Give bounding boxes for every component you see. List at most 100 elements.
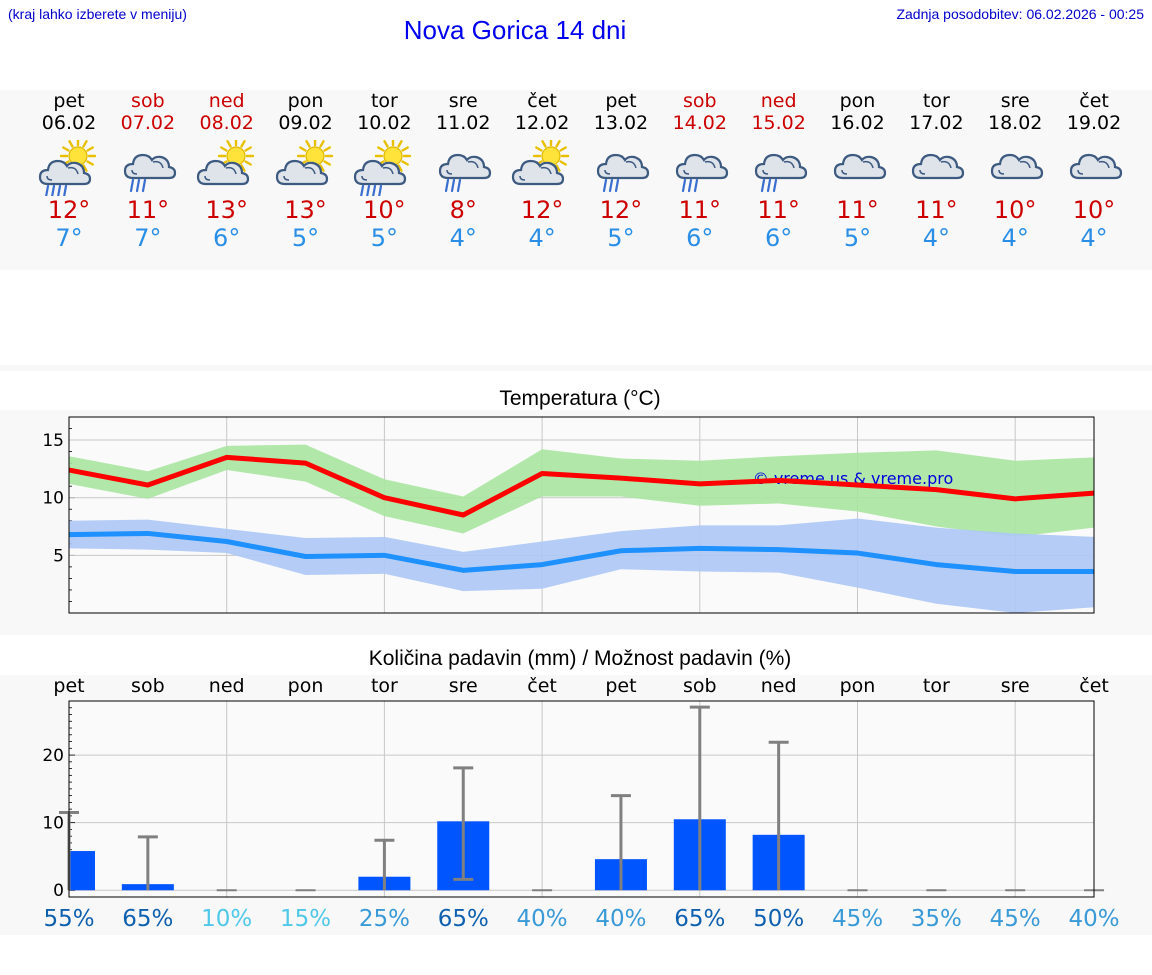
day-column: sob 14.02 11° 6° xyxy=(660,90,740,252)
precipitation-probability: 65% xyxy=(122,906,173,932)
temperature-chart-title: Temperatura (°C) xyxy=(499,387,661,410)
day-date: 13.02 xyxy=(593,112,649,134)
min-temp: 5° xyxy=(843,224,872,252)
day-column: pon 16.02 11° 5° xyxy=(818,90,898,252)
precipitation-bar xyxy=(69,851,95,891)
max-temp: 12° xyxy=(520,196,564,224)
y-tick-label: 15 xyxy=(42,431,64,451)
day-date: 16.02 xyxy=(830,112,885,134)
x-tick-label: čet xyxy=(527,675,557,697)
y-tick-label: 20 xyxy=(42,746,64,766)
plot-frame xyxy=(68,700,1095,898)
day-column: sre 18.02 10° 4° xyxy=(975,90,1055,252)
precipitation-probability: 55% xyxy=(43,906,94,932)
day-date: 15.02 xyxy=(751,112,806,134)
day-date: 10.02 xyxy=(357,112,412,134)
x-tick-label: tor xyxy=(371,675,398,697)
day-name: pet xyxy=(605,90,637,112)
precipitation-probability: 35% xyxy=(911,906,962,932)
cloud-rain-icon xyxy=(675,153,728,193)
precipitation-probability: 45% xyxy=(990,906,1041,932)
max-temp: 11° xyxy=(678,196,722,224)
max-temp-line xyxy=(68,454,1095,518)
max-temp: 11° xyxy=(126,196,170,224)
max-temp: 11° xyxy=(757,196,800,224)
day-column: sre 11.02 8° 4° xyxy=(423,90,503,252)
last-update: Zadnja posodobitev: 06.02.2026 - 00:25 xyxy=(896,6,1144,22)
cloud-icon xyxy=(912,153,965,180)
max-temp: 11° xyxy=(836,196,879,224)
day-name: ned xyxy=(208,90,245,112)
precipitation-probability: 65% xyxy=(438,906,489,932)
precipitation-probability: 65% xyxy=(674,906,725,932)
min-temp: 4° xyxy=(922,224,950,252)
day-date: 18.02 xyxy=(987,112,1043,134)
plot-area xyxy=(69,701,1094,897)
cloud-icon xyxy=(1069,153,1123,180)
day-date: 08.02 xyxy=(199,112,254,134)
min-temp: 4° xyxy=(449,224,477,252)
day-name: pon xyxy=(839,90,876,112)
day-name: sre xyxy=(1000,90,1030,112)
day-column: tor 17.02 11° 4° xyxy=(896,90,976,252)
plot-frame xyxy=(68,416,1095,614)
day-name: tor xyxy=(922,90,950,112)
max-temp: 12° xyxy=(599,196,643,224)
sun-cloud-rain-icon xyxy=(354,140,412,196)
day-column: pet 13.02 12° 5° xyxy=(581,90,661,252)
day-column: čet 12.02 12° 4° xyxy=(502,90,582,252)
max-temp: 10° xyxy=(363,196,406,224)
y-tick-label: 5 xyxy=(53,546,64,566)
precipitation-chart: pet sob ned pon tor sre čet pet sob ned pon tor sre č… xyxy=(42,675,1119,932)
x-tick-label: čet xyxy=(1079,675,1109,697)
min-temp: 6° xyxy=(686,224,714,252)
x-tick-label: ned xyxy=(209,675,245,697)
max-temp: 10° xyxy=(993,196,1037,224)
min-range-band xyxy=(69,518,1095,613)
max-temp: 10° xyxy=(1072,196,1116,224)
sun-cloud-rain-icon xyxy=(38,140,97,196)
day-date: 19.02 xyxy=(1066,112,1122,134)
day-name: ned xyxy=(760,90,797,112)
day-name: čet xyxy=(527,90,557,112)
y-tick-label: 10 xyxy=(42,489,64,509)
day-date: 09.02 xyxy=(278,112,333,134)
day-name: čet xyxy=(1079,90,1109,112)
min-temp: 7° xyxy=(134,224,162,252)
day-name: pon xyxy=(287,90,324,112)
x-tick-label: ned xyxy=(761,675,797,697)
x-tick-label: sre xyxy=(449,675,478,697)
max-temp: 8° xyxy=(449,196,477,224)
max-temp: 11° xyxy=(915,196,958,224)
sun-cloud-icon xyxy=(196,140,254,186)
x-tick-label: pet xyxy=(53,675,84,697)
day-column: sob 07.02 11° 7° xyxy=(108,90,188,252)
day-date: 11.02 xyxy=(436,112,491,134)
precipitation-probability: 40% xyxy=(1068,906,1119,932)
day-column: pon 09.02 13° 5° xyxy=(266,90,346,252)
x-tick-label: tor xyxy=(923,675,950,697)
precipitation-probability: 40% xyxy=(517,906,568,932)
y-tick-label: 0 xyxy=(53,881,64,901)
day-name: pet xyxy=(53,90,85,112)
day-column: tor 10.02 10° 5° xyxy=(344,90,424,252)
min-temp-line xyxy=(68,530,1095,574)
cloud-icon xyxy=(991,153,1044,180)
x-tick-label: sob xyxy=(131,675,165,697)
precipitation-probability: 40% xyxy=(595,906,646,932)
page-title: Nova Gorica 14 dni xyxy=(403,15,627,45)
day-name: sob xyxy=(131,90,165,112)
location-hint: (kraj lahko izberete v meniju) xyxy=(8,6,187,22)
day-column: pet 06.02 12° 7° xyxy=(29,90,109,252)
daily-forecast-panel xyxy=(0,90,1152,270)
x-tick-label: pon xyxy=(840,675,876,697)
max-temp: 13° xyxy=(284,196,327,224)
sun-cloud-icon xyxy=(275,140,333,186)
min-temp: 6° xyxy=(213,224,241,252)
x-tick-label: pet xyxy=(605,675,636,697)
min-temp: 4° xyxy=(528,224,556,252)
precipitation-probability: 25% xyxy=(359,906,410,932)
min-temp: 4° xyxy=(1080,224,1108,252)
cloud-icon xyxy=(833,153,886,180)
